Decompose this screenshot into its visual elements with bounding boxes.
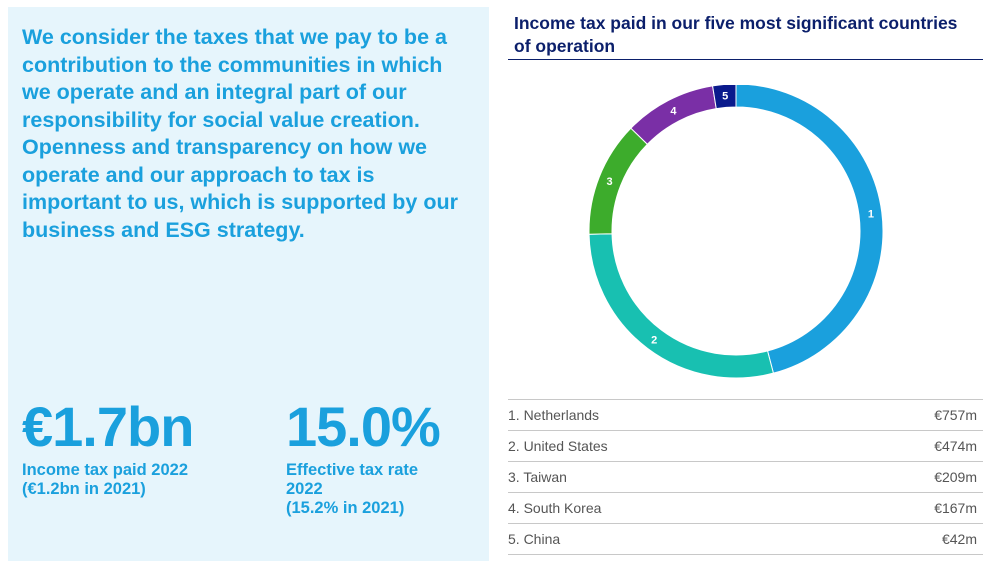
slice-label-taiwan: 3	[606, 176, 612, 188]
legend-country: 5. China	[508, 531, 561, 547]
slice-label-netherlands: 1	[868, 209, 874, 221]
effective-tax-rate-value: 15.0%	[286, 395, 441, 458]
legend-country: 3. Taiwan	[508, 469, 567, 485]
legend-country: 4. South Korea	[508, 500, 602, 516]
income-tax-value: €1.7bn	[22, 395, 194, 458]
tax-statement: We consider the taxes that we pay to be …	[22, 25, 458, 242]
income-tax-label: Income tax paid 2022	[22, 461, 188, 479]
legend-row-4: 4. South Korea €167m	[508, 493, 983, 524]
highlight-panel: We consider the taxes that we pay to be …	[8, 7, 489, 561]
slice-label-china: 5	[722, 90, 728, 102]
chart-title: Income tax paid in our five most signifi…	[514, 13, 958, 56]
legend-row-3: 3. Taiwan €209m	[508, 462, 983, 493]
effective-tax-rate-previous: (15.2% in 2021)	[286, 499, 405, 517]
income-tax-stat: €1.7bn Income tax paid 2022 (€1.2bn in 2…	[22, 395, 194, 499]
legend-table: 1. Netherlands €757m 2. United States €4…	[508, 399, 983, 555]
donut-slice-netherlands	[735, 85, 884, 374]
legend-row-5: 5. China €42m	[508, 524, 983, 555]
effective-tax-rate-label: Effective tax rate 2022	[286, 461, 419, 498]
donut-slice-china	[712, 85, 737, 110]
donut-slice-united-states	[588, 233, 775, 379]
legend-amount: €757m	[934, 407, 977, 423]
legend-amount: €42m	[941, 531, 977, 547]
legend-row-1: 1. Netherlands €757m	[508, 400, 983, 431]
slice-label-united-states: 2	[651, 335, 657, 347]
legend-country: 1. Netherlands	[508, 407, 600, 423]
donut-slice-taiwan	[588, 127, 649, 235]
donut-chart: 1 2 3 4 5	[588, 85, 884, 379]
legend-amount: €167m	[934, 500, 977, 516]
legend-country: 2. United States	[508, 438, 608, 454]
legend-amount: €209m	[934, 469, 977, 485]
legend-amount: €474m	[934, 438, 977, 454]
income-tax-previous: (€1.2bn in 2021)	[22, 480, 146, 498]
slice-label-south-korea: 4	[670, 105, 677, 117]
title-divider	[508, 59, 983, 60]
legend-row-2: 2. United States €474m	[508, 431, 983, 462]
effective-tax-rate-stat: 15.0% Effective tax rate 2022 (15.2% in …	[286, 397, 456, 518]
